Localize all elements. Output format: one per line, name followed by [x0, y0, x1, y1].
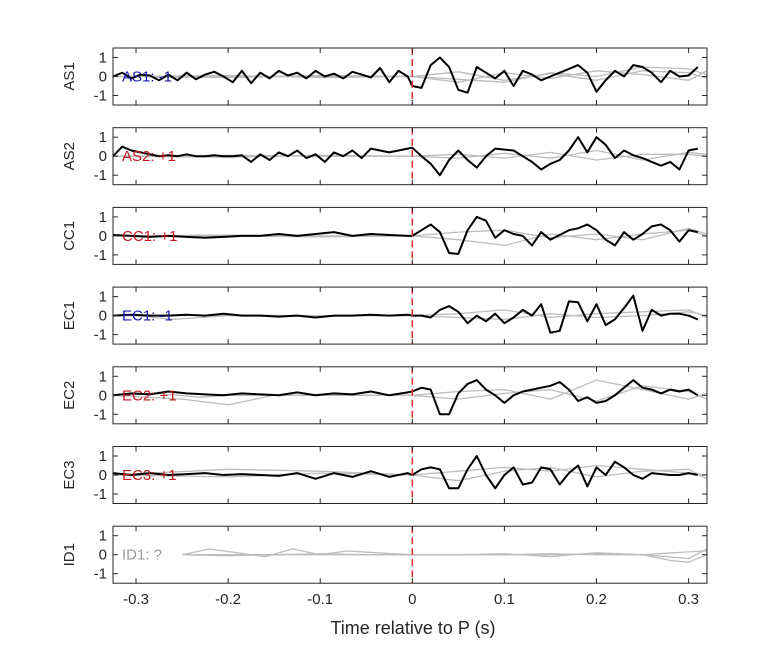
main-trace — [112, 136, 699, 177]
y-tick-label: -1 — [94, 406, 107, 423]
y-tick-label: -1 — [94, 566, 107, 583]
panel-ylabel: ID1 — [61, 543, 78, 566]
main-trace — [112, 294, 699, 334]
y-tick-label: 1 — [99, 448, 107, 465]
panel-annotation: AS2: +1 — [122, 148, 176, 165]
panel-annotation: AS1: -1 — [122, 69, 172, 86]
x-tick-label: -0.3 — [123, 591, 149, 608]
panel-id1: -1 0 1 ID1 ID1: ? — [61, 525, 708, 584]
panel-ec3: -1 0 1 EC3 EC3: +1 — [61, 446, 708, 504]
panels-group: -1 0 1 AS1 AS1: -1 -1 0 1 AS2 AS2: +1 -1 0 1 CC1 CC1: … — [61, 47, 708, 584]
panel-ylabel: CC1 — [61, 221, 78, 251]
y-tick-label: -1 — [94, 88, 107, 105]
x-tick-label: 0.2 — [586, 591, 607, 608]
panel-annotation: ID1: ? — [122, 547, 162, 564]
panel-annotation: EC1: -1 — [122, 308, 173, 325]
y-tick-label: 0 — [99, 228, 107, 245]
x-tick-label: 0 — [408, 591, 416, 608]
main-trace — [112, 56, 699, 94]
y-tick-label: 0 — [99, 69, 107, 86]
y-tick-label: 1 — [99, 368, 107, 385]
panel-as2: -1 0 1 AS2 AS2: +1 — [61, 127, 708, 186]
panel-ylabel: AS2 — [61, 142, 78, 170]
y-tick-label: -1 — [94, 327, 107, 344]
y-tick-label: 1 — [99, 50, 107, 67]
panel-annotation: CC1: +1 — [122, 228, 177, 245]
x-axis-label: Time relative to P (s) — [330, 618, 495, 638]
panel-ec2: -1 0 1 EC2 EC2: +1 — [61, 366, 708, 425]
x-tick-label: 0.3 — [678, 591, 699, 608]
panel-annotation: EC3: +1 — [122, 467, 177, 484]
main-trace — [112, 379, 699, 416]
y-tick-label: -1 — [94, 167, 107, 184]
main-trace — [112, 215, 699, 255]
background-trace-1 — [113, 229, 708, 247]
panel-as1: -1 0 1 AS1 AS1: -1 — [61, 47, 708, 106]
x-tick-label: -0.2 — [215, 591, 241, 608]
background-trace-3 — [112, 66, 708, 83]
background-trace-2 — [113, 311, 708, 321]
panel-annotation: EC2: +1 — [122, 387, 177, 404]
y-tick-label: 0 — [99, 467, 107, 484]
background-trace-2 — [112, 385, 708, 406]
panel-ylabel: AS1 — [61, 62, 78, 90]
panel-ylabel: EC3 — [61, 460, 78, 489]
x-axis: -0.3 -0.2 -0.1 0 0.1 0.2 0.3 — [123, 591, 699, 608]
panel-cc1: -1 0 1 CC1 CC1: +1 — [61, 206, 708, 265]
y-tick-label: 1 — [99, 289, 107, 306]
background-trace-3 — [182, 550, 708, 557]
y-tick-label: 0 — [99, 387, 107, 404]
y-tick-label: 1 — [99, 528, 107, 545]
y-tick-label: -1 — [94, 486, 107, 503]
x-tick-label: -0.1 — [307, 591, 333, 608]
x-tick-label: 0.1 — [494, 591, 515, 608]
y-tick-label: 0 — [99, 547, 107, 564]
y-tick-label: -1 — [94, 247, 107, 264]
y-tick-label: 1 — [99, 129, 107, 146]
panel-ylabel: EC2 — [61, 381, 78, 410]
background-trace-1 — [112, 379, 708, 400]
panel-ylabel: EC1 — [61, 301, 78, 330]
y-tick-label: 0 — [99, 148, 107, 165]
panel-ec1: -1 0 1 EC1 EC1: -1 — [61, 286, 708, 345]
y-tick-label: 1 — [99, 209, 107, 226]
y-tick-label: 0 — [99, 308, 107, 325]
main-trace — [112, 455, 699, 490]
